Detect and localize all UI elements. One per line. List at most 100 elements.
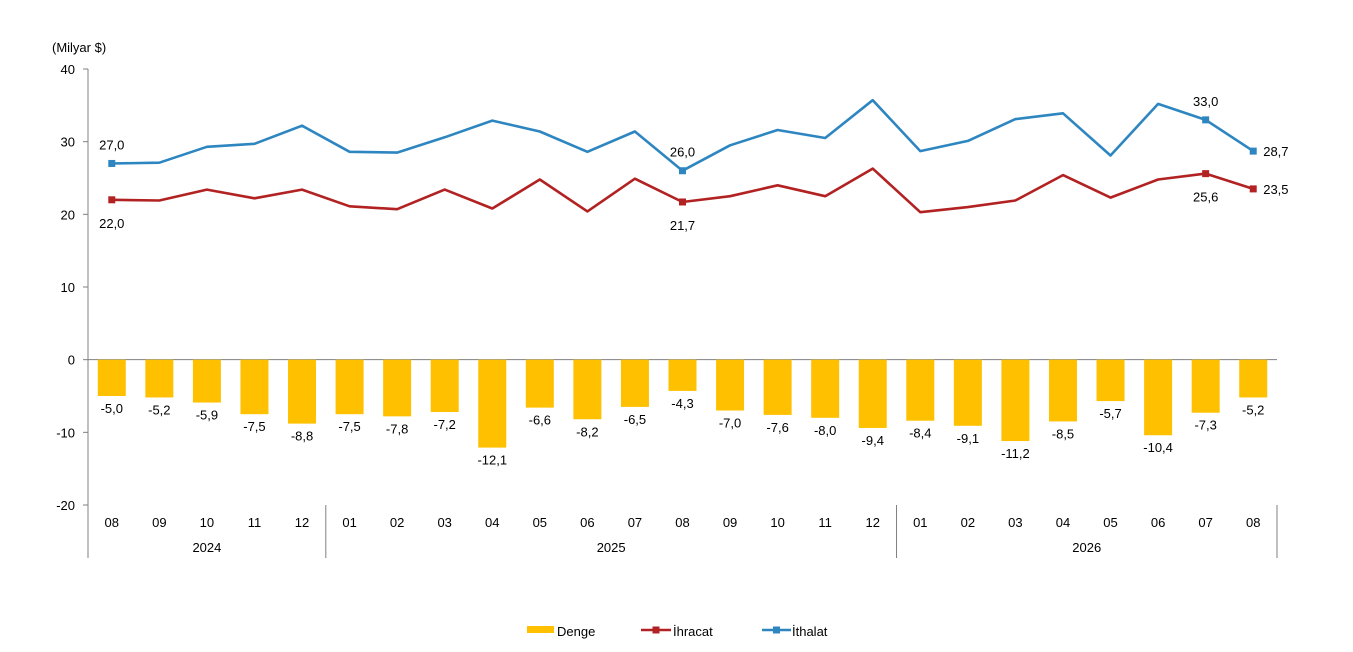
x-tick-label: 05 <box>1103 515 1117 530</box>
legend-label-denge: Denge <box>557 624 595 639</box>
x-tick-label: 12 <box>866 515 880 530</box>
bar-denge <box>906 359 935 421</box>
x-tick-label: 08 <box>105 515 119 530</box>
line-value-label-ithalat: 27,0 <box>99 137 124 152</box>
bar-value-label: -8,8 <box>291 429 313 444</box>
legend: Denge İhracat İthalat <box>527 624 828 639</box>
x-tick-label: 05 <box>533 515 547 530</box>
year-label: 2024 <box>192 540 221 555</box>
bar-value-label: -7,3 <box>1194 418 1216 433</box>
bar-value-label: -7,2 <box>433 417 455 432</box>
line-ihracat <box>111 167 1254 214</box>
y-tick-label: 40 <box>61 62 75 77</box>
x-tick-label: 09 <box>723 515 737 530</box>
marker-ihracat <box>679 198 686 206</box>
bar-value-label: -7,0 <box>719 416 741 431</box>
bar-value-label: -7,6 <box>766 420 788 435</box>
x-tick-label: 07 <box>1198 515 1212 530</box>
x-tick-label: 10 <box>770 515 784 530</box>
bar-value-label: -6,6 <box>529 413 551 428</box>
line-value-label-ithalat: 33,0 <box>1193 94 1218 109</box>
x-tick-label: 04 <box>1056 515 1070 530</box>
legend-marker-ihracat <box>652 626 660 634</box>
bar-denge <box>716 359 745 411</box>
axis-layer: -20 -10 0 10 20 30 40 <box>56 62 1277 513</box>
bar-denge <box>1144 359 1173 436</box>
x-tick-label: 04 <box>485 515 499 530</box>
bar-value-label: -9,1 <box>957 431 979 446</box>
line-value-label-ithalat: 28,7 <box>1263 144 1288 159</box>
bar-denge <box>145 359 174 398</box>
bar-denge <box>1001 359 1030 442</box>
year-label: 2026 <box>1072 540 1101 555</box>
bar-value-label: -7,5 <box>338 419 360 434</box>
x-tick-label: 10 <box>200 515 214 530</box>
line-value-label-ihracat: 23,5 <box>1263 182 1288 197</box>
x-tick-label: 03 <box>437 515 451 530</box>
marker-ihracat <box>1202 170 1210 178</box>
bar-denge <box>1191 359 1220 413</box>
marker-ithalat <box>1202 116 1210 124</box>
y-tick-label: 10 <box>61 280 75 295</box>
x-tick-label: 08 <box>675 515 689 530</box>
x-tick-label: 08 <box>1246 515 1260 530</box>
bar-value-label: -5,2 <box>1242 402 1264 417</box>
data-labels: -5,0 -5,2 -5,9 -7,5 -8,8 -7,5 -7,8 -7,2 -12,1 -6,… <box>99 94 1288 468</box>
bar-value-label: -6,5 <box>624 412 646 427</box>
bar-value-label: -8,0 <box>814 423 836 438</box>
bar-value-label: -8,2 <box>576 424 598 439</box>
bar-value-label: -9,4 <box>862 433 884 448</box>
bar-denge <box>668 359 697 391</box>
y-tick-label: -20 <box>56 498 75 513</box>
marker-ithalat <box>679 167 686 175</box>
bar-value-label: -5,2 <box>148 402 170 417</box>
bar-value-label: -7,8 <box>386 421 408 436</box>
y-tick-label: -10 <box>56 425 75 440</box>
bar-denge <box>953 359 982 426</box>
bar-denge <box>620 359 649 407</box>
line-series <box>108 98 1257 214</box>
bar-denge <box>430 359 459 412</box>
legend-marker-ithalat <box>773 626 780 634</box>
bar-denge <box>478 359 507 448</box>
bar-value-label: -7,5 <box>243 419 265 434</box>
bar-denge <box>383 359 412 417</box>
x-tick-label: 02 <box>961 515 975 530</box>
bar-value-label: -11,2 <box>1001 446 1030 461</box>
bar-denge <box>763 359 792 415</box>
x-tick-label: 12 <box>295 515 309 530</box>
bar-value-label: -5,9 <box>196 408 218 423</box>
line-value-label-ihracat: 25,6 <box>1193 190 1218 205</box>
line-value-label-ihracat: 22,0 <box>99 216 124 231</box>
x-tick-label: 02 <box>390 515 404 530</box>
bar-denge <box>858 359 887 428</box>
bar-denge <box>811 359 840 418</box>
bar-denge <box>97 359 126 396</box>
x-tick-label: 03 <box>1008 515 1022 530</box>
line-value-label-ihracat: 21,7 <box>670 218 695 233</box>
marker-ihracat <box>1249 185 1257 193</box>
x-tick-label: 01 <box>342 515 356 530</box>
x-tick-label: 11 <box>248 515 262 530</box>
bar-denge <box>1096 359 1125 402</box>
marker-ithalat <box>108 159 116 167</box>
x-tick-label: 01 <box>913 515 927 530</box>
bar-denge <box>573 359 602 420</box>
legend-swatch-denge <box>527 626 554 633</box>
x-axis: 08 09 10 11 12 01 02 03 04 05 06 07 08 09 10 11 12 01 02 03… <box>87 505 1278 558</box>
x-tick-label: 07 <box>628 515 642 530</box>
y-tick-label: 30 <box>61 135 75 150</box>
y-tick-label: 20 <box>61 207 75 222</box>
bar-series-denge <box>97 359 1268 448</box>
bar-value-label: -8,4 <box>909 426 931 441</box>
y-tick-label: 0 <box>68 353 75 368</box>
bar-value-label: -12,1 <box>477 453 507 468</box>
bar-denge <box>525 359 554 408</box>
line-value-label-ithalat: 26,0 <box>670 145 695 160</box>
marker-ihracat <box>108 196 116 204</box>
x-tick-label: 11 <box>818 515 832 530</box>
line-ithalat <box>111 98 1254 172</box>
bar-denge <box>1239 359 1268 398</box>
bar-denge <box>240 359 269 415</box>
